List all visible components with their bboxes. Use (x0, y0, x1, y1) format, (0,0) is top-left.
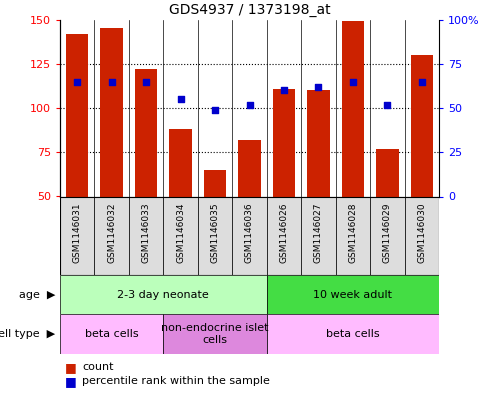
Text: beta cells: beta cells (85, 329, 138, 339)
Point (280, 87, 288, 94)
Bar (239, 140, 260, 196)
Text: cell type  ▶: cell type ▶ (0, 329, 55, 339)
Text: GSM1146034: GSM1146034 (176, 203, 185, 263)
Bar (370, 196, 405, 275)
Bar (66, 34, 88, 197)
Bar (100, 29, 123, 196)
Bar (267, 275, 439, 314)
Text: ■: ■ (65, 361, 77, 374)
Bar (411, 55, 433, 196)
Text: 10 week adult: 10 week adult (313, 290, 392, 300)
Bar (301, 196, 336, 275)
Text: GSM1146026: GSM1146026 (279, 203, 288, 263)
Bar (342, 21, 364, 196)
Text: GSM1146028: GSM1146028 (348, 203, 357, 263)
Bar (60, 314, 163, 354)
Point (418, 79, 426, 85)
Title: GDS4937 / 1373198_at: GDS4937 / 1373198_at (169, 3, 330, 17)
Bar (60, 196, 94, 275)
Bar (204, 170, 226, 196)
Point (211, 107, 219, 113)
Bar (336, 196, 370, 275)
Point (177, 96, 185, 102)
Bar (163, 196, 198, 275)
Bar (94, 196, 129, 275)
Point (349, 79, 357, 85)
Text: percentile rank within the sample: percentile rank within the sample (82, 376, 270, 386)
Text: ■: ■ (65, 375, 77, 388)
Text: GSM1146030: GSM1146030 (417, 203, 426, 263)
Bar (169, 129, 192, 196)
Text: GSM1146029: GSM1146029 (383, 203, 392, 263)
Point (383, 101, 391, 108)
Point (246, 101, 253, 108)
Point (142, 79, 150, 85)
Text: GSM1146035: GSM1146035 (211, 203, 220, 263)
Text: age  ▶: age ▶ (18, 290, 55, 300)
Text: GSM1146032: GSM1146032 (107, 203, 116, 263)
Text: GSM1146036: GSM1146036 (245, 203, 254, 263)
Text: beta cells: beta cells (326, 329, 380, 339)
Bar (129, 196, 163, 275)
Point (73, 79, 81, 85)
Text: 2-3 day neonate: 2-3 day neonate (117, 290, 209, 300)
Bar (163, 314, 267, 354)
Text: count: count (82, 362, 114, 373)
Bar (135, 69, 157, 196)
Text: GSM1146033: GSM1146033 (142, 203, 151, 263)
Bar (198, 196, 232, 275)
Bar (267, 314, 439, 354)
Bar (60, 275, 267, 314)
Bar (273, 89, 295, 196)
Bar (376, 149, 399, 196)
Text: non-endocrine islet
cells: non-endocrine islet cells (161, 323, 269, 345)
Bar (267, 196, 301, 275)
Bar (405, 196, 439, 275)
Point (108, 79, 116, 85)
Text: GSM1146027: GSM1146027 (314, 203, 323, 263)
Point (314, 84, 322, 90)
Bar (307, 90, 330, 196)
Text: GSM1146031: GSM1146031 (73, 203, 82, 263)
Bar (232, 196, 267, 275)
